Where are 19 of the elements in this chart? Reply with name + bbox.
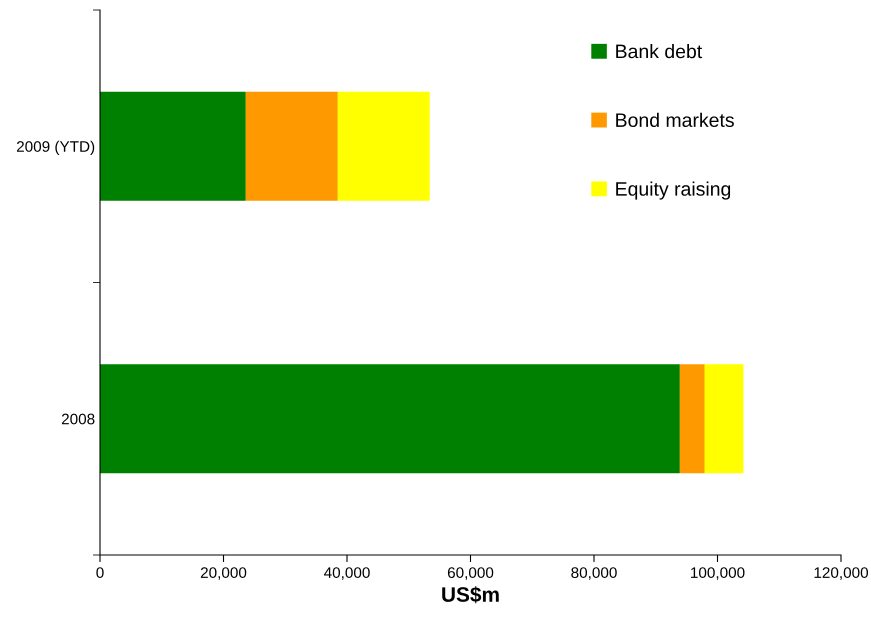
legend-label: Equity raising: [616, 182, 730, 200]
y-tick-label: 2008: [62, 414, 94, 424]
legend-label: Bank debt: [616, 44, 702, 58]
bar: [100, 92, 246, 201]
bar: [704, 364, 744, 474]
bar: [246, 92, 338, 201]
legend-label: Bond markets: [616, 112, 734, 128]
x-tick-label: 60,000: [448, 567, 494, 580]
x-tick-label: 40,000: [324, 567, 370, 580]
x-tick-label: 20,000: [200, 567, 246, 580]
x-tick-label: 100,000: [691, 567, 745, 580]
x-tick-label: 120,000: [814, 567, 868, 580]
bar: [680, 364, 705, 474]
bar: [338, 92, 430, 201]
y-tick-label: 2009 (YTD): [16, 140, 94, 155]
x-tick-label: 0: [96, 567, 104, 578]
x-tick-label: 80,000: [571, 567, 617, 580]
x-axis-title: US$m: [442, 586, 499, 604]
bar: [100, 364, 680, 474]
